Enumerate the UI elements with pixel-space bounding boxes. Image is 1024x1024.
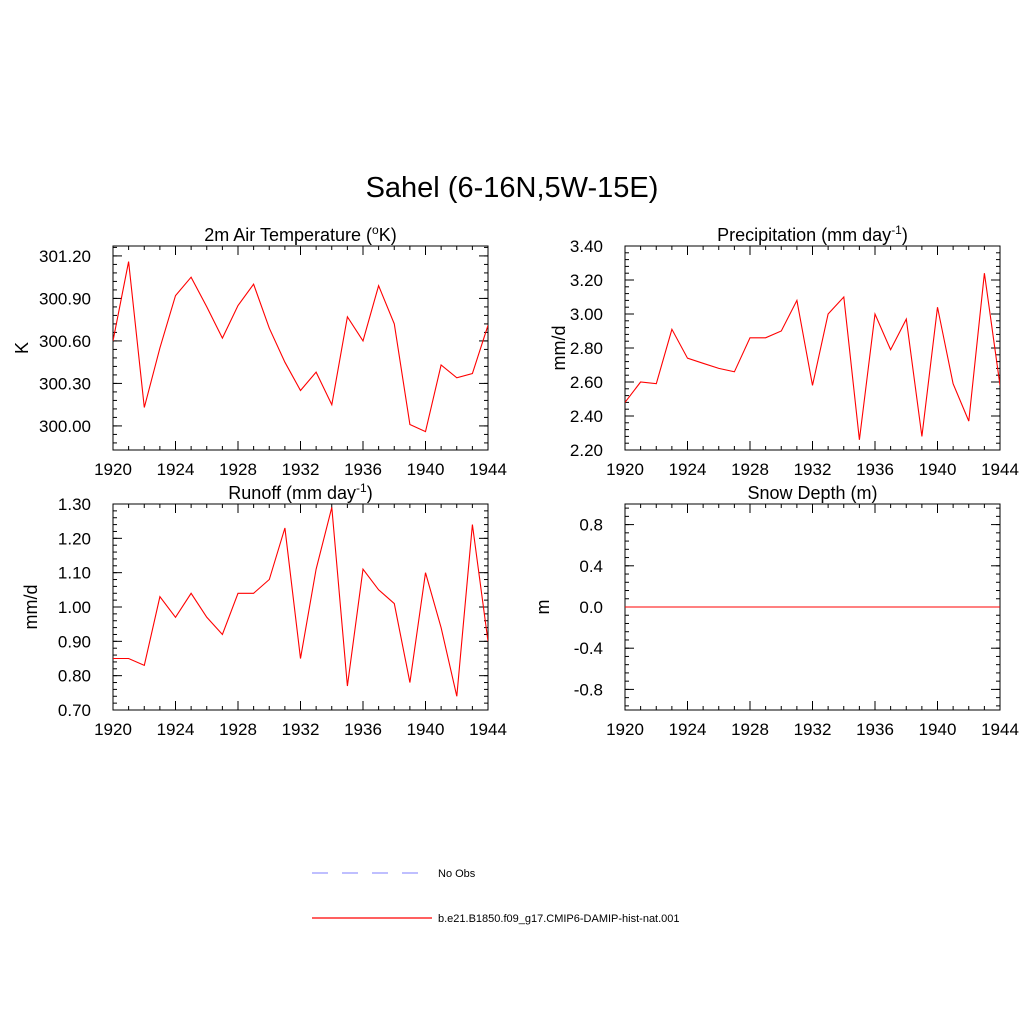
panel-title-text-end: K) <box>379 225 397 245</box>
y-tick-label: 300.90 <box>39 289 91 308</box>
x-tick-label: 1936 <box>856 460 894 479</box>
panel-title-superscript: -1 <box>356 481 367 495</box>
panel-3: 1920 1924 1928 1932 1936 1940 1944 0.70 0.80 0.90… <box>21 481 507 739</box>
panel-title: Runoff (mm day-1) <box>228 481 372 503</box>
x-tick-label: 1932 <box>282 460 320 479</box>
x-tick-label: 1936 <box>344 720 382 739</box>
panel-title: Snow Depth (m) <box>747 483 877 503</box>
y-tick-label: 1.10 <box>58 564 91 583</box>
panel-title-text-end: ) <box>902 225 908 245</box>
x-tick-label: 1932 <box>794 460 832 479</box>
y-tick-label: 3.40 <box>570 237 603 256</box>
plot-frame <box>112 503 489 711</box>
panel-title: Precipitation (mm day-1) <box>717 223 908 245</box>
y-axis-label: K <box>12 342 32 354</box>
x-tick-label: 1944 <box>469 460 507 479</box>
panel-title-text: 2m Air Temperature ( <box>204 225 372 245</box>
y-tick-label: 3.00 <box>570 305 603 324</box>
plot-frame <box>112 245 489 451</box>
y-tick-label: 1.00 <box>58 598 91 617</box>
x-tick-label: 1944 <box>981 460 1019 479</box>
x-tick-label: 1932 <box>282 720 320 739</box>
panel-title-text: Precipitation (mm day <box>717 225 891 245</box>
x-tick-label: 1936 <box>856 720 894 739</box>
series-line <box>625 273 1000 440</box>
x-tick-label: 1944 <box>469 720 507 739</box>
x-tick-label: 1928 <box>731 460 769 479</box>
panel-title: 2m Air Temperature (oK) <box>204 223 396 245</box>
y-tick-label: 300.30 <box>39 374 91 393</box>
x-tick-label: 1920 <box>606 460 644 479</box>
y-tick-label: 2.20 <box>570 441 603 460</box>
y-tick-label: 0.4 <box>579 557 603 576</box>
x-tick-label: 1920 <box>94 460 132 479</box>
x-tick-label: 1920 <box>606 720 644 739</box>
y-tick-label: 0.90 <box>58 632 91 651</box>
y-tick-label: 301.20 <box>39 247 91 266</box>
x-tick-label: 1924 <box>157 720 195 739</box>
x-tick-label: 1928 <box>219 720 257 739</box>
x-tick-label: 1924 <box>669 460 707 479</box>
panel-4: 1920 1924 1928 1932 1936 1940 1944 -0.8 -0.4 0.0 0… <box>533 483 1019 739</box>
x-tick-label: 1932 <box>794 720 832 739</box>
y-tick-label: 2.40 <box>570 407 603 426</box>
panel-title-text-end: ) <box>367 483 373 503</box>
x-tick-label: 1940 <box>407 460 445 479</box>
y-tick-label: 1.20 <box>58 529 91 548</box>
y-tick-label: -0.4 <box>574 639 603 658</box>
y-tick-label: 2.60 <box>570 373 603 392</box>
y-axis-label: m <box>533 600 553 615</box>
panel-title-superscript: o <box>372 223 379 237</box>
x-tick-label: 1924 <box>669 720 707 739</box>
x-tick-label: 1944 <box>981 720 1019 739</box>
legend: No Obs b.e21.B1850.f09_g17.CMIP6-DAMIP-hi… <box>312 868 680 925</box>
x-tick-label: 1928 <box>731 720 769 739</box>
panel-title-text: Runoff (mm day <box>228 483 356 503</box>
y-tick-label: 300.00 <box>39 417 91 436</box>
series-line <box>113 261 488 433</box>
y-tick-label: 0.8 <box>579 516 603 535</box>
panel-1: 1920 1924 1928 1932 1936 1940 1944 300.00 300.30… <box>12 223 507 479</box>
panel-title-superscript: -1 <box>891 223 902 237</box>
x-tick-label: 1940 <box>919 720 957 739</box>
y-tick-label: 0.70 <box>58 701 91 720</box>
legend-label-2: b.e21.B1850.f09_g17.CMIP6-DAMIP-hist-nat… <box>438 913 680 925</box>
figure-title: Sahel (6-16N,5W-15E) <box>365 172 659 204</box>
plot-frame <box>624 245 1001 451</box>
y-tick-label: 2.80 <box>570 339 603 358</box>
y-tick-label: 0.80 <box>58 667 91 686</box>
y-tick-label: 0.0 <box>579 598 603 617</box>
x-tick-label: 1936 <box>344 460 382 479</box>
x-tick-label: 1940 <box>407 720 445 739</box>
x-tick-label: 1924 <box>157 460 195 479</box>
y-tick-label: -0.8 <box>574 680 603 699</box>
y-tick-label: 300.60 <box>39 332 91 351</box>
legend-label-1: No Obs <box>438 868 476 880</box>
y-tick-label: 3.20 <box>570 271 603 290</box>
x-tick-label: 1920 <box>94 720 132 739</box>
panel-2: 1920 1924 1928 1932 1936 1940 1944 2.20 2.40 2.60… <box>549 223 1019 479</box>
y-axis-label: mm/d <box>549 326 569 371</box>
series-line <box>113 507 488 697</box>
x-tick-label: 1940 <box>919 460 957 479</box>
y-axis-label: mm/d <box>21 585 41 630</box>
panel-title-text: Snow Depth (m) <box>747 483 877 503</box>
x-tick-label: 1928 <box>219 460 257 479</box>
y-tick-label: 1.30 <box>58 495 91 514</box>
